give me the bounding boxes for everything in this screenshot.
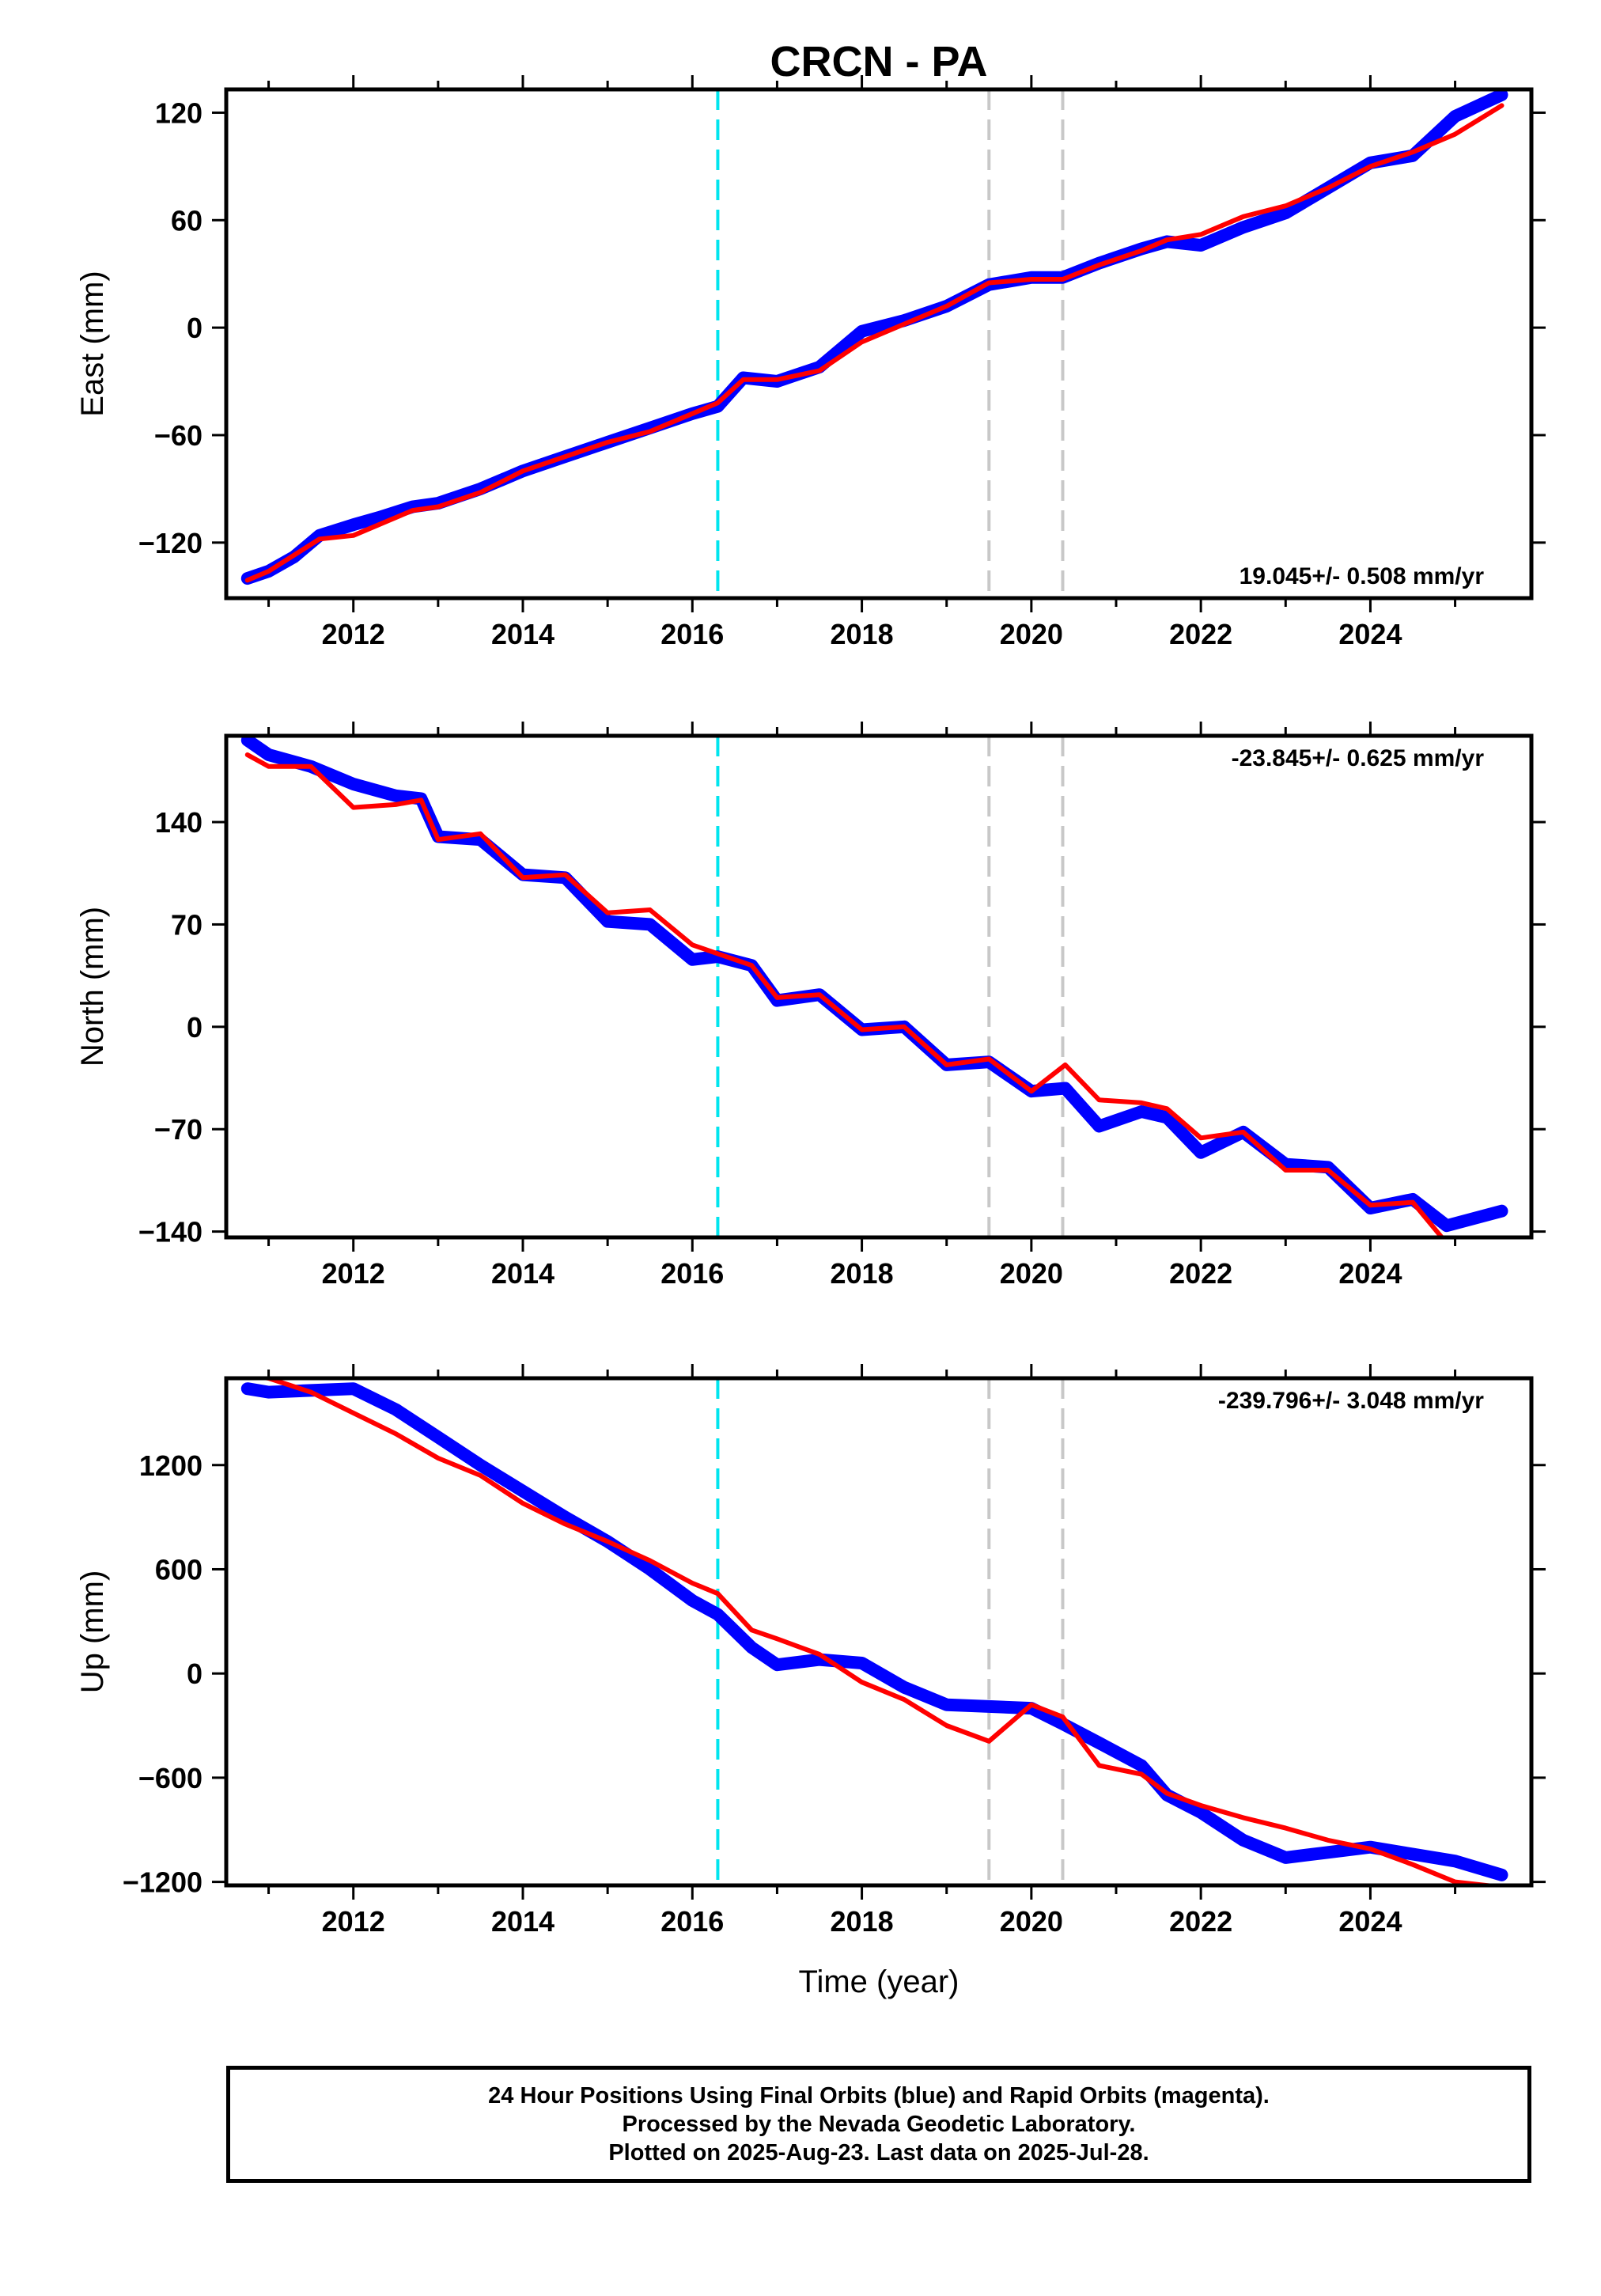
y-tick-label: 140 <box>155 806 202 839</box>
rate-annotation: -23.845+/- 0.625 mm/yr <box>1232 745 1485 771</box>
y-tick-label: −120 <box>138 527 202 559</box>
y-tick-label: −60 <box>154 419 202 452</box>
y-tick-label: 0 <box>187 1011 202 1044</box>
panels-group: 2012 2014 2016 2018 2020 2022 2024120600−60−12… <box>75 75 1546 1938</box>
x-tick-label: 2018 <box>831 618 894 650</box>
y-tick-label: −140 <box>138 1216 202 1248</box>
y-tick-label: 60 <box>171 204 202 237</box>
plot-frame <box>224 87 1534 601</box>
x-tick-label: 2024 <box>1338 1905 1402 1938</box>
footer-box: 24 Hour Positions Using Final Orbits (bl… <box>226 2066 1531 2183</box>
x-tick-label: 2024 <box>1338 618 1402 650</box>
x-tick-label: 2024 <box>1338 1257 1402 1290</box>
x-tick-label: 2018 <box>831 1257 894 1290</box>
y-tick-label: −1200 <box>123 1866 202 1899</box>
y-tick-label: −70 <box>154 1113 202 1146</box>
series-area <box>240 736 1508 1237</box>
y-tick-label: 600 <box>155 1553 202 1586</box>
x-tick-label: 2022 <box>1169 618 1232 650</box>
y-axis-label: East (mm) <box>75 271 110 416</box>
panel-2: 2012 2014 2016 2018 2020 2022 2024 140 70 0 −70 −14… <box>75 722 1546 1290</box>
chart-title: CRCN - PA <box>770 38 988 85</box>
observed-series <box>240 736 1508 1233</box>
model-series <box>244 752 1445 1237</box>
y-tick-label: 70 <box>171 908 202 941</box>
plot-frame <box>224 1376 1534 1888</box>
observed-series <box>240 1382 1508 1881</box>
panel-3: 2012 2014 2016 2018 2020 2022 2024 1200 600 0 −600… <box>75 1364 1546 1938</box>
x-tick-label: 2016 <box>660 618 724 650</box>
x-tick-label: 2014 <box>491 1905 554 1938</box>
y-axis-label: Up (mm) <box>75 1570 110 1694</box>
x-tick-label: 2018 <box>831 1905 894 1938</box>
y-tick-label: 120 <box>155 97 202 129</box>
plot-frame <box>224 733 1534 1240</box>
model-series <box>244 103 1504 583</box>
y-tick-label: 0 <box>187 1658 202 1690</box>
y-tick-label: 1200 <box>139 1449 202 1482</box>
panel-1: 2012 2014 2016 2018 2020 2022 2024 120 60 0 −60 −12… <box>75 75 1546 650</box>
rate-annotation: -239.796+/- 3.048 mm/yr <box>1218 1388 1484 1414</box>
x-tick-label: 2022 <box>1169 1257 1232 1290</box>
x-tick-label: 2012 <box>322 1905 385 1938</box>
x-axis-label: Time (year) <box>799 1964 959 1999</box>
x-tick-label: 2012 <box>322 1257 385 1290</box>
x-tick-label: 2014 <box>491 618 554 650</box>
x-tick-label: 2012 <box>322 618 385 650</box>
footer-line-1: 24 Hour Positions Using Final Orbits (bl… <box>488 2083 1270 2108</box>
observed-series <box>240 89 1508 585</box>
model-series <box>254 1378 1504 1885</box>
x-tick-label: 2016 <box>660 1257 724 1290</box>
y-axis-label: North (mm) <box>75 907 110 1067</box>
series-area <box>240 89 1508 585</box>
rate-annotation: 19.045+/- 0.508 mm/yr <box>1240 563 1485 589</box>
x-tick-label: 2020 <box>1000 1257 1063 1290</box>
x-tick-label: 2020 <box>1000 1905 1063 1938</box>
x-tick-label: 2022 <box>1169 1905 1232 1938</box>
series-area <box>240 1378 1508 1885</box>
x-tick-label: 2016 <box>660 1905 724 1938</box>
x-tick-label: 2014 <box>491 1257 554 1290</box>
y-tick-label: 0 <box>187 312 202 344</box>
y-tick-label: −600 <box>138 1762 202 1794</box>
footer-line-2: Processed by the Nevada Geodetic Laborat… <box>622 2112 1136 2137</box>
x-tick-label: 2020 <box>1000 618 1063 650</box>
footer-line-3: Plotted on 2025-Aug-23. Last data on 202… <box>608 2140 1149 2165</box>
